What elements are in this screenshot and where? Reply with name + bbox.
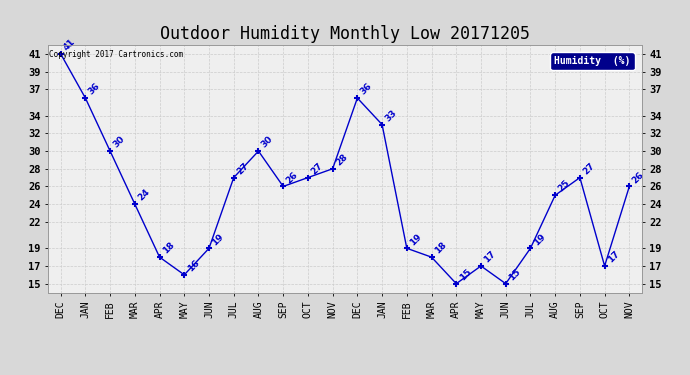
- Text: 26: 26: [631, 170, 646, 185]
- Text: 19: 19: [408, 232, 424, 247]
- Text: 30: 30: [260, 135, 275, 150]
- Text: 33: 33: [384, 108, 399, 123]
- Text: 18: 18: [433, 240, 448, 256]
- Text: 36: 36: [87, 81, 102, 97]
- Text: 17: 17: [606, 249, 621, 265]
- Text: 25: 25: [557, 178, 572, 194]
- Text: 30: 30: [112, 135, 127, 150]
- Text: 16: 16: [186, 258, 201, 273]
- Text: 24: 24: [136, 188, 152, 203]
- Text: Copyright 2017 Cartronics.com: Copyright 2017 Cartronics.com: [50, 50, 184, 59]
- Text: 36: 36: [359, 81, 374, 97]
- Text: 27: 27: [581, 161, 597, 176]
- Text: 26: 26: [284, 170, 299, 185]
- Text: 19: 19: [532, 232, 547, 247]
- Text: 41: 41: [62, 37, 77, 52]
- Text: 27: 27: [309, 161, 324, 176]
- Legend: Humidity  (%): Humidity (%): [550, 52, 635, 70]
- Text: 15: 15: [507, 267, 522, 282]
- Text: 17: 17: [482, 249, 497, 265]
- Title: Outdoor Humidity Monthly Low 20171205: Outdoor Humidity Monthly Low 20171205: [160, 26, 530, 44]
- Text: 18: 18: [161, 240, 176, 256]
- Text: 19: 19: [210, 232, 226, 247]
- Text: 15: 15: [457, 267, 473, 282]
- Text: 27: 27: [235, 161, 250, 176]
- Text: 28: 28: [334, 152, 349, 167]
